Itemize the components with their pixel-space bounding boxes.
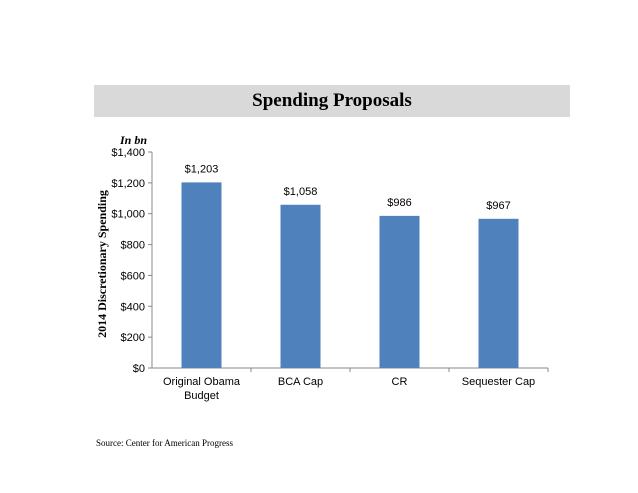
bar xyxy=(181,182,222,368)
x-tick-label: Original Obama xyxy=(163,376,241,388)
data-label: $1,203 xyxy=(185,163,219,175)
data-label: $967 xyxy=(486,200,510,212)
data-label: $986 xyxy=(387,197,411,209)
bar xyxy=(379,215,420,368)
y-tick-label: $600 xyxy=(121,270,145,282)
y-tick-label: $1,200 xyxy=(111,178,145,190)
y-tick-label: $0 xyxy=(133,363,145,375)
y-tick-label: $1,400 xyxy=(111,147,145,159)
bar xyxy=(280,204,321,368)
x-tick-label: BCA Cap xyxy=(278,376,323,388)
bar xyxy=(478,218,519,368)
y-tick-label: $800 xyxy=(121,240,145,252)
y-tick-label: $1,000 xyxy=(111,209,145,221)
x-tick-label: Sequester Cap xyxy=(462,376,535,388)
y-tick-label: $200 xyxy=(121,332,145,344)
data-label: $1,058 xyxy=(284,186,318,198)
source-note: Source: Center for American Progress xyxy=(96,438,233,448)
unit-note: In bn xyxy=(120,133,148,147)
x-tick-label: CR xyxy=(392,376,408,388)
chart-title: Spending Proposals xyxy=(252,90,412,111)
y-axis-title: 2014 Discretionary Spending xyxy=(95,190,109,338)
y-tick-label: $400 xyxy=(121,301,145,313)
x-tick-label: Budget xyxy=(184,390,219,402)
chart-title-bar: Spending Proposals xyxy=(94,85,570,117)
